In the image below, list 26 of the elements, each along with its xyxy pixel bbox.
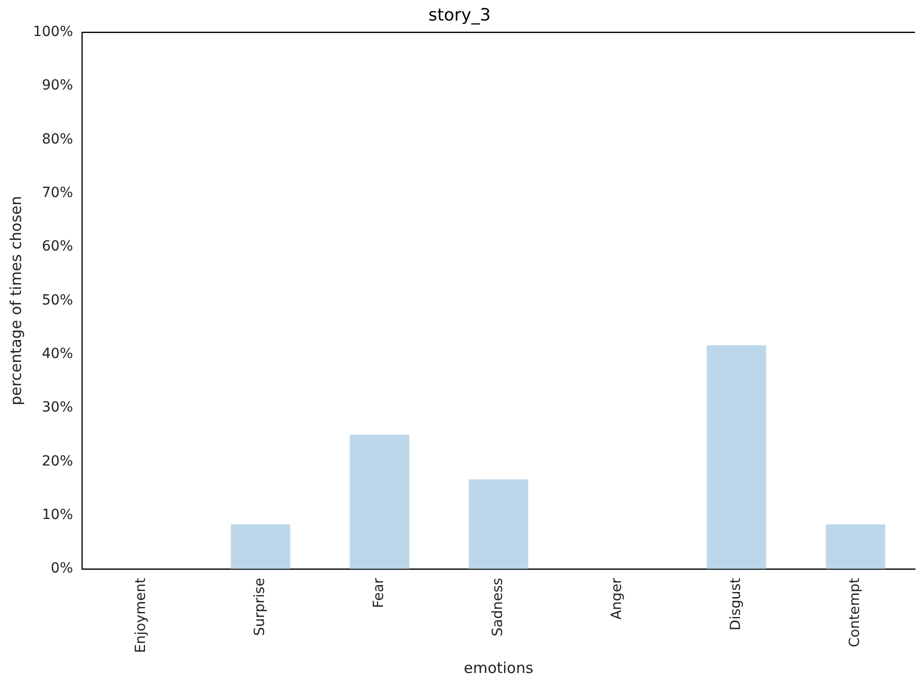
x-tick-label: Anger (609, 578, 626, 620)
y-tick-label: 90% (42, 78, 74, 94)
bar (468, 479, 528, 569)
x-tick-label: Surprise (252, 578, 268, 636)
bar (230, 524, 290, 569)
x-tick-label: Disgust (728, 577, 744, 630)
y-tick-label: 80% (42, 131, 74, 148)
y-tick-label: 70% (42, 185, 74, 201)
y-tick-label: 20% (42, 453, 74, 470)
y-tick-label: 100% (32, 24, 74, 40)
x-axis-title: emotions (464, 658, 534, 677)
bar (706, 345, 766, 569)
y-tick-label: 40% (42, 346, 74, 362)
y-tick-label: 0% (50, 560, 74, 577)
x-tick-label: Sadness (490, 578, 506, 636)
x-tick-label: Fear (371, 578, 388, 608)
bar (826, 524, 886, 569)
chart-title: story_3 (428, 6, 491, 26)
y-axis-title: percentage of times chosen (6, 196, 25, 406)
y-tick-label: 60% (42, 238, 74, 255)
y-tick-label: 50% (42, 292, 74, 308)
y-tick-label: 10% (42, 506, 74, 523)
x-tick-label: Enjoyment (133, 577, 150, 654)
bar (350, 434, 410, 569)
x-tick-label: Contempt (847, 577, 864, 648)
y-tick-label: 30% (42, 400, 74, 416)
